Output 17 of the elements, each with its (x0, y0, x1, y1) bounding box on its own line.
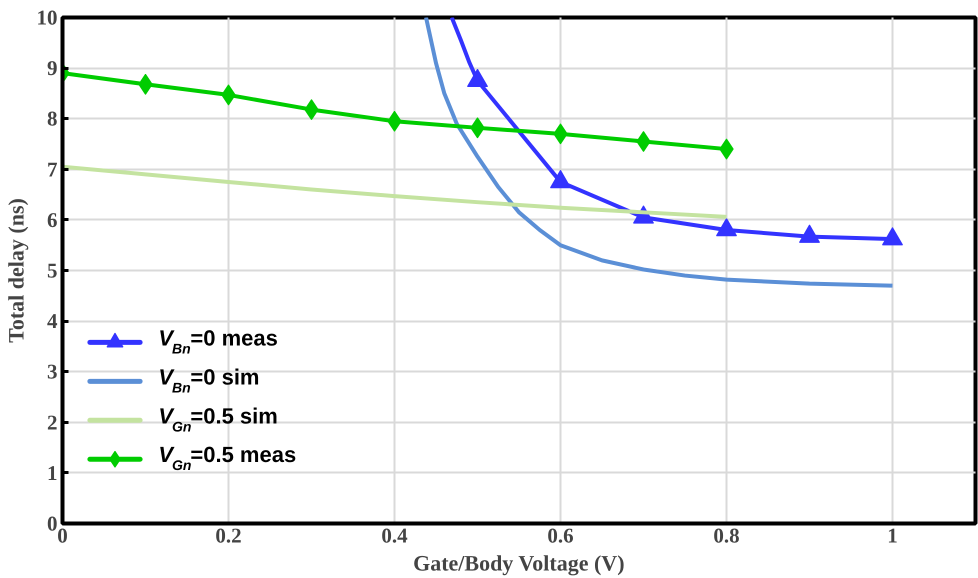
x-tick-label: 0.4 (381, 524, 408, 548)
y-tick-label: 3 (47, 360, 58, 384)
y-tick-label: 6 (47, 208, 58, 232)
x-tick-label: 0.8 (713, 524, 740, 548)
y-tick-label: 7 (47, 157, 58, 182)
x-tick-label: 0.2 (215, 524, 242, 548)
y-tick-label: 8 (47, 106, 58, 131)
y-tick-label: 1 (47, 460, 58, 485)
x-axis-title: Gate/Body Voltage (V) (413, 550, 625, 576)
x-tick-label: 1 (887, 524, 898, 548)
y-axis-title: Total delay (ns) (4, 198, 28, 343)
x-tick-label: 0.6 (547, 524, 574, 548)
y-tick-label: 2 (47, 410, 58, 434)
y-tick-label: 5 (47, 258, 58, 282)
y-tick-label: 4 (47, 309, 58, 334)
y-tick-label: 9 (47, 56, 58, 80)
y-tick-label: 10 (36, 6, 58, 30)
